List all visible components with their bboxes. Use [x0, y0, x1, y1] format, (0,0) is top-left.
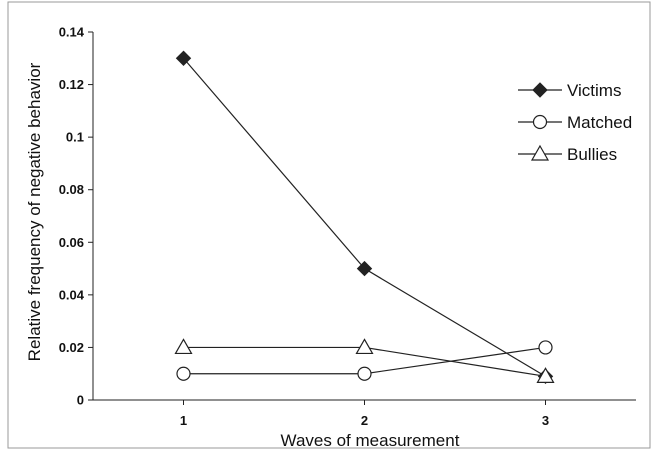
series-layer: [174, 50, 555, 385]
series-markers-victims: [175, 50, 554, 385]
x-tick-label: 2: [361, 413, 368, 428]
point-bullies: [536, 367, 555, 383]
y-tick-label: 0.14: [59, 25, 85, 40]
legend-label-victims: Victims: [567, 81, 621, 100]
point-bullies: [174, 338, 193, 355]
x-axis-title: Waves of measurement: [281, 431, 460, 450]
point-victims: [356, 260, 373, 277]
point-matched: [538, 340, 553, 355]
legend-item-victims: Victims: [518, 81, 621, 100]
y-tick-label: 0: [77, 393, 84, 408]
legend-label-matched: Matched: [567, 113, 632, 132]
series-line-victims: [183, 57, 546, 377]
y-axis-title: Relative frequency of negative behavior: [25, 62, 44, 361]
y-tick-label: 0.04: [59, 287, 85, 302]
legend-marker-bullies: [530, 144, 550, 161]
y-tick-label: 0.1: [66, 130, 84, 145]
point-bullies: [355, 338, 374, 355]
x-tick-label: 1: [180, 413, 187, 428]
series-markers-bullies: [174, 338, 555, 383]
chart-border: [7, 1, 651, 449]
legend-item-matched: Matched: [518, 113, 632, 132]
point-matched: [176, 366, 191, 381]
series-markers-matched: [176, 340, 553, 381]
x-tick-label: 3: [542, 413, 549, 428]
y-tick-label: 0.08: [59, 182, 84, 197]
series-victims: [183, 57, 546, 377]
legend-label-bullies: Bullies: [567, 145, 617, 164]
y-tick-label: 0.12: [59, 77, 84, 92]
legend-marker-matched: [532, 114, 548, 130]
y-tick-label: 0.02: [59, 340, 84, 355]
legend-item-bullies: Bullies: [518, 144, 617, 164]
y-tick-label: 0.06: [59, 235, 84, 250]
legend-marker-victims: [532, 82, 548, 98]
point-matched: [357, 366, 372, 381]
point-victims: [175, 50, 192, 66]
legend: Victims Matched Bullies: [518, 81, 632, 164]
axes: 0 0.02 0.04 0.06 0.08 0.1 0.12 0.14 1 2 3: [59, 25, 636, 428]
